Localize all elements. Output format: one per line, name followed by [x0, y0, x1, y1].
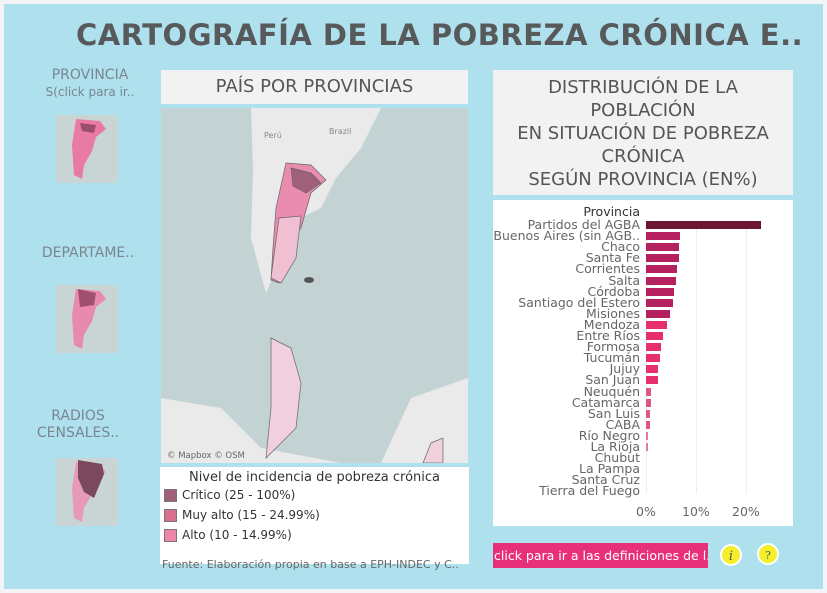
- category-label: Corrientes: [575, 261, 640, 277]
- category-label: Buenos Aires (sin AGB..: [493, 228, 640, 244]
- category-label: Chaco: [601, 239, 640, 255]
- category-header: Provincia: [583, 204, 640, 219]
- argentina-map[interactable]: Perú Brazil © Mapbox © OSM: [161, 108, 468, 463]
- bar[interactable]: [646, 332, 663, 340]
- category-label: Santa Fe: [585, 250, 640, 266]
- bar[interactable]: [646, 320, 667, 329]
- bar[interactable]: [646, 265, 677, 274]
- chart-panel-title: DISTRIBUCIÓN DE LA POBLACIÓN EN SITUACIÓN …: [493, 70, 793, 195]
- category-label: Córdoba: [587, 283, 640, 299]
- info-icon[interactable]: i: [720, 544, 742, 566]
- legend-swatch: [164, 508, 177, 522]
- category-label: Santa Cruz: [571, 472, 640, 488]
- peru-label: Perú: [264, 131, 282, 140]
- bar[interactable]: [646, 221, 761, 229]
- bar[interactable]: [646, 387, 651, 396]
- x-tick-label: 0%: [636, 504, 656, 519]
- category-label: Partidos del AGBA: [527, 217, 640, 232]
- category-label: Misiones: [585, 305, 640, 321]
- bar[interactable]: [646, 365, 658, 374]
- legend-item-critico[interactable]: Crítico (25 - 100%): [164, 488, 295, 502]
- bar[interactable]: [646, 354, 660, 363]
- legend-item-muy-alto[interactable]: Muy alto (15 - 24.99%): [164, 508, 320, 522]
- nav-radios-label[interactable]: RADIOS CENSALES..: [36, 408, 120, 441]
- legend-swatch: [164, 528, 177, 542]
- bar[interactable]: [646, 420, 650, 429]
- bar[interactable]: [646, 243, 679, 252]
- x-tick-label: 20%: [732, 504, 760, 519]
- gridline: [696, 222, 697, 494]
- category-label: Salta: [608, 272, 640, 288]
- category-label: Santiago del Estero: [518, 294, 640, 310]
- nav-radios-thumbnail[interactable]: [56, 458, 118, 526]
- category-label: CABA: [605, 416, 640, 432]
- map-attribution: © Mapbox © OSM: [167, 451, 245, 461]
- bar-chart: Provincia 0% 10% 20% Partidos del AGBA Bueno…: [493, 200, 793, 526]
- nav-provincias-thumbnail[interactable]: [56, 115, 118, 183]
- source-note: Fuente: Elaboración propia en base a EPH…: [162, 558, 459, 571]
- bar[interactable]: [646, 431, 648, 440]
- category-label: Entre Ríos: [576, 328, 640, 343]
- category-label: Formosa: [586, 339, 640, 355]
- bar[interactable]: [646, 276, 676, 285]
- category-label: Tucumán: [583, 350, 640, 366]
- category-label: La Pampa: [578, 461, 640, 477]
- category-label: Río Negro: [578, 427, 640, 443]
- category-label: Tierra del Fuego: [539, 483, 640, 499]
- bar[interactable]: [646, 343, 661, 352]
- bar[interactable]: [646, 409, 650, 418]
- category-label: Catamarca: [571, 394, 640, 410]
- nav-departamentos-thumbnail[interactable]: [56, 285, 118, 353]
- bar[interactable]: [646, 398, 651, 407]
- category-label: Jujuy: [609, 361, 640, 377]
- legend-item-alto[interactable]: Alto (10 - 14.99%): [164, 528, 292, 542]
- category-label: San Juan: [585, 372, 640, 388]
- category-label: Neuquén: [583, 383, 640, 399]
- bar[interactable]: [646, 376, 658, 385]
- map-legend: Nivel de incidencia de pobreza crónica C…: [160, 467, 469, 564]
- category-label: Chubut: [594, 450, 640, 466]
- page-title: CARTOGRAFÍA DE LA POBREZA CRÓNICA E..: [76, 18, 804, 52]
- bar[interactable]: [646, 298, 673, 307]
- help-icon[interactable]: ?: [757, 543, 779, 565]
- nav-provincias-label[interactable]: PROVINCIA S(click para ir..: [45, 67, 135, 99]
- legend-swatch: [164, 488, 177, 502]
- brazil-label: Brazil: [329, 127, 351, 136]
- gridline: [746, 222, 747, 494]
- legend-title: Nivel de incidencia de pobreza crónica: [188, 470, 441, 485]
- map-panel-title: PAÍS POR PROVINCIAS: [161, 70, 468, 104]
- category-label: La Rioja: [590, 439, 640, 454]
- bar[interactable]: [646, 287, 674, 296]
- definitions-button[interactable]: click para ir a las definiciones de l..: [493, 543, 708, 568]
- bar[interactable]: [646, 254, 679, 263]
- bar[interactable]: [646, 443, 648, 451]
- category-label: San Luis: [587, 405, 640, 421]
- bar[interactable]: [646, 309, 670, 318]
- x-tick-label: 10%: [682, 504, 710, 519]
- bar[interactable]: [646, 232, 680, 241]
- nav-departamentos-label[interactable]: DEPARTAME..: [41, 245, 135, 261]
- category-label: Mendoza: [583, 316, 640, 332]
